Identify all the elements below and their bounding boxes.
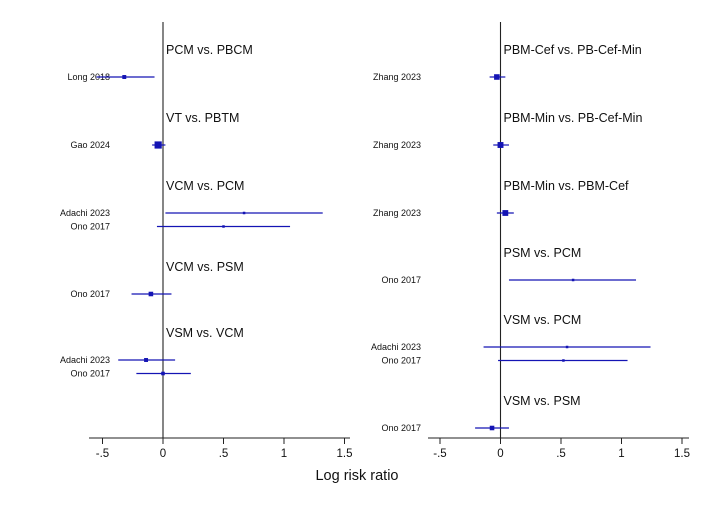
study-label: Adachi 2023 xyxy=(60,208,110,218)
study-label: Adachi 2023 xyxy=(371,342,421,352)
x-tick-label: .5 xyxy=(556,448,566,460)
comparison-label: VCM vs. PCM xyxy=(166,179,244,193)
comparison-label: PCM vs. PBCM xyxy=(166,43,253,57)
right-panel: -.5 0 .5 1 1.5 PBM-Cef vs. PB-Cef-Min Zhang 20… xyxy=(371,22,690,460)
x-tick-label: 1.5 xyxy=(674,448,690,460)
point-estimate-marker xyxy=(144,358,149,362)
left-panel: -.5 0 .5 1 1.5 PCM vs. PBCM Long 2018 VT vs. PB… xyxy=(60,22,353,460)
point-estimate-marker xyxy=(148,291,154,297)
point-estimate-marker xyxy=(502,210,509,216)
point-estimate-marker xyxy=(489,425,495,431)
point-estimate-marker xyxy=(571,278,575,282)
comparison-label: VSM vs. VCM xyxy=(166,326,244,340)
comparison-label: VSM vs. PSM xyxy=(504,394,581,408)
study-label: Adachi 2023 xyxy=(60,355,110,365)
study-label: Ono 2017 xyxy=(70,369,110,379)
x-tick-label: 1.5 xyxy=(337,448,353,460)
x-tick-label: -.5 xyxy=(96,448,109,460)
study-label: Ono 2017 xyxy=(70,289,110,299)
point-estimate-marker xyxy=(562,359,565,362)
point-estimate-marker xyxy=(497,142,504,148)
study-label: Long 2018 xyxy=(67,72,110,82)
comparison-label: VT vs. PBTM xyxy=(166,111,239,125)
study-label: Ono 2017 xyxy=(70,222,110,232)
point-estimate-marker xyxy=(161,371,165,376)
point-estimate-marker xyxy=(222,225,225,228)
study-label: Gao 2024 xyxy=(70,140,110,150)
x-tick-label: 1 xyxy=(618,448,624,460)
study-label: Zhang 2023 xyxy=(373,140,421,150)
comparison-label: VCM vs. PSM xyxy=(166,260,244,274)
study-label: Ono 2017 xyxy=(381,356,421,366)
point-estimate-marker xyxy=(494,74,500,80)
comparison-label: VSM vs. PCM xyxy=(504,313,582,327)
comparison-label: PBM-Cef vs. PB-Cef-Min xyxy=(504,43,642,57)
x-tick-label: 0 xyxy=(160,448,166,460)
point-estimate-marker xyxy=(242,211,246,215)
x-tick-label: 1 xyxy=(281,448,287,460)
x-tick-label: 0 xyxy=(497,448,503,460)
x-tick-label: -.5 xyxy=(433,448,446,460)
study-label: Ono 2017 xyxy=(381,275,421,285)
comparison-label: PBM-Min vs. PBM-Cef xyxy=(504,179,630,193)
x-tick-label: .5 xyxy=(219,448,229,460)
study-label: Zhang 2023 xyxy=(373,72,421,82)
x-axis-title: Log risk ratio xyxy=(315,468,398,484)
comparison-label: PSM vs. PCM xyxy=(504,246,582,260)
point-estimate-marker xyxy=(565,345,569,349)
point-estimate-marker xyxy=(154,141,162,149)
study-label: Ono 2017 xyxy=(381,423,421,433)
point-estimate-marker xyxy=(122,75,127,79)
comparison-label: PBM-Min vs. PB-Cef-Min xyxy=(504,111,643,125)
study-label: Zhang 2023 xyxy=(373,208,421,218)
